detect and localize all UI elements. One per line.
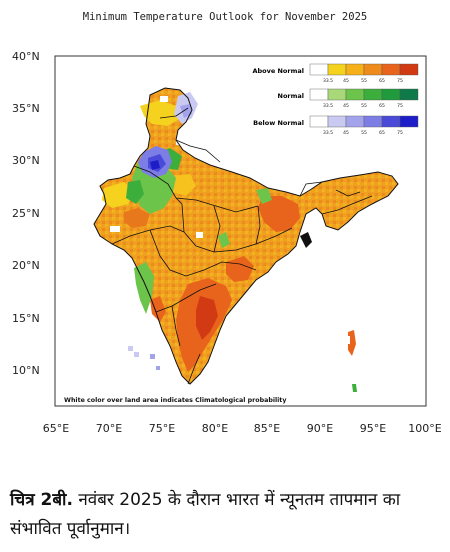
legend-label-below-normal: Below Normal: [253, 119, 304, 127]
climatology-note: White color over land area indicates Cli…: [64, 397, 286, 404]
lon-tick: 75°E: [149, 422, 175, 435]
lat-tick: 40°N: [12, 50, 40, 63]
legend-label-normal: Normal: [278, 92, 305, 100]
figure-number: चित्र 2बी.: [10, 490, 73, 510]
legend-tick: 75: [397, 78, 403, 84]
legend-tick: 33.5: [323, 78, 333, 84]
lon-tick: 95°E: [360, 422, 386, 435]
legend-swatches-normal: [309, 88, 419, 101]
lon-tick: 85°E: [254, 422, 280, 435]
legend-tick: 45: [343, 130, 349, 136]
red-zone-east: [258, 196, 300, 232]
lat-axis: 40°N 35°N 30°N 25°N 20°N 15°N 10°N: [12, 50, 40, 377]
legend-label-above-normal: Above Normal: [252, 67, 304, 75]
lat-tick: 35°N: [12, 102, 40, 115]
legend-tick: 65: [379, 78, 385, 84]
lat-tick: 20°N: [12, 259, 40, 272]
lon-axis: 65°E 70°E 75°E 80°E 85°E 90°E 95°E 100°E: [43, 422, 442, 435]
lat-tick: 15°N: [12, 312, 40, 325]
lon-tick: 70°E: [96, 422, 122, 435]
lon-tick: 100°E: [408, 422, 441, 435]
legend-tick: 45: [343, 78, 349, 84]
legend-tick: 75: [397, 130, 403, 136]
legend-tick: 75: [397, 103, 403, 109]
state-boundaries: [93, 87, 399, 385]
legend-tick: 33.5: [323, 103, 333, 109]
lon-tick: 65°E: [43, 422, 69, 435]
map-title: Minimum Temperature Outlook for November…: [82, 11, 368, 23]
legend-tick: 55: [361, 78, 367, 84]
map-land-layer: [93, 87, 399, 392]
lat-tick: 25°N: [12, 207, 40, 220]
lon-tick: 80°E: [202, 422, 228, 435]
legend-tick: 45: [343, 103, 349, 109]
lat-tick: 10°N: [12, 364, 40, 377]
legend-tick: 65: [379, 130, 385, 136]
lat-tick: 30°N: [12, 154, 40, 167]
legend: Above Normal 33.5 45 55 65 75 Normal: [252, 63, 419, 136]
legend-swatches-above: [309, 63, 419, 76]
temperature-outlook-map: 40°N 35°N 30°N 25°N 20°N 15°N 10°N 65°E …: [12, 50, 442, 435]
legend-tick: 55: [361, 130, 367, 136]
lon-tick: 90°E: [307, 422, 333, 435]
figure-caption: चित्र 2बी. नवंबर 2025 के दौरान भारत में …: [10, 486, 440, 544]
legend-tick: 55: [361, 103, 367, 109]
caption-text: नवंबर 2025 के दौरान भारत में न्यूनतम ताप…: [10, 490, 401, 539]
legend-tick: 33.5: [323, 130, 333, 136]
legend-swatches-below: [309, 115, 419, 128]
legend-tick: 65: [379, 103, 385, 109]
